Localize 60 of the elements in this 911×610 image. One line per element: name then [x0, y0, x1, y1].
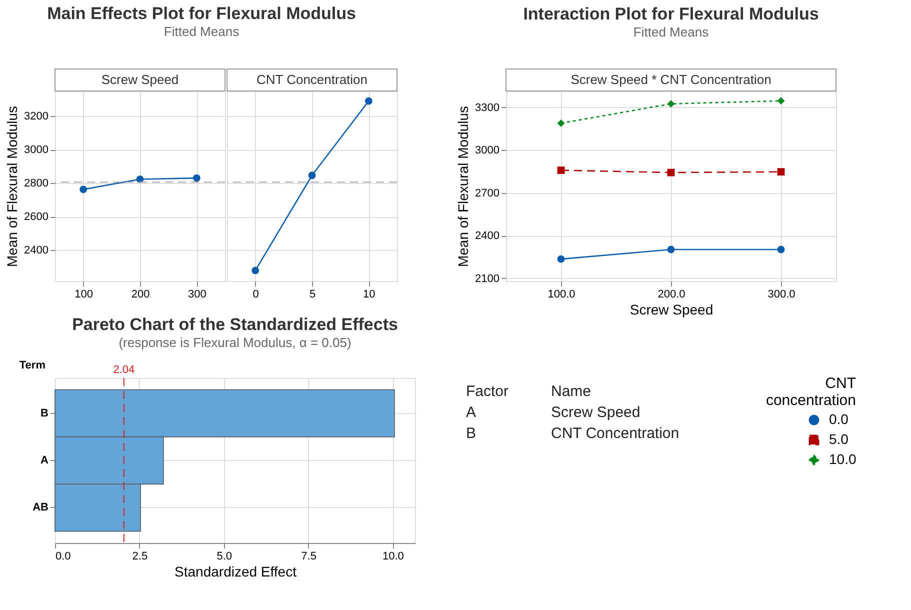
text: Screw Speed — [101, 72, 179, 87]
x-tick-label: 0 — [252, 288, 259, 300]
x-tick-label: 0.0 — [56, 550, 71, 562]
point — [667, 246, 675, 254]
x-tick-label: 5.0 — [216, 550, 232, 562]
text: Name — [551, 383, 592, 400]
text: Screw Speed * CNT Concentration — [570, 72, 772, 87]
x-axis-title: Standardized Effect — [174, 564, 297, 580]
y-tick-label: 2400 — [24, 244, 48, 257]
y-tick-label: B — [40, 407, 49, 420]
point — [192, 174, 200, 182]
y-tick-label: 3000 — [24, 144, 48, 156]
chart-subtitle: Fitted Means — [164, 24, 240, 39]
point — [557, 255, 565, 263]
legend-title: CNT concentration — [766, 375, 856, 409]
y-tick-label: 3200 — [24, 110, 48, 123]
x-tick-label: 200.0 — [658, 288, 686, 300]
chart-subtitle: Fitted Means — [633, 24, 710, 40]
y-tick-label: 2400 — [475, 230, 500, 242]
x-tick-label: 300.0 — [768, 288, 796, 300]
point — [136, 176, 144, 183]
y-tick-label: 3000 — [475, 144, 500, 157]
y-tick-label: 2800 — [24, 178, 48, 190]
x-tick-label: 200 — [131, 288, 150, 300]
x-tick-label: 7.5 — [301, 550, 316, 562]
chart-subtitle: (response is Flexural Modulus, α = 0.05) — [118, 335, 352, 350]
legend-label: 5.0 — [829, 431, 849, 447]
y-tick-label: AB — [32, 502, 49, 514]
y-axis-title: Mean of Flexural Modulus — [455, 106, 472, 268]
x-tick-label: 100.0 — [548, 288, 576, 300]
y-axis-title: Mean of Flexural Modulus — [4, 106, 20, 268]
y-tick-label: 2100 — [475, 272, 500, 285]
chart-title: Interaction Plot for Flexural Modulus — [523, 4, 819, 24]
chart-title: Main Effects Plot for Flexural Modulus — [47, 4, 356, 23]
text: CNT Concentration — [551, 425, 680, 442]
x-tick-label: 2.5 — [132, 550, 148, 562]
x-tick-label: 10 — [363, 288, 376, 300]
legend-label: 0.0 — [829, 411, 849, 427]
y-axis-title: Term — [19, 360, 46, 372]
point — [777, 246, 785, 254]
point — [557, 166, 565, 174]
chart-title: Pareto Chart of the Standardized Effects — [72, 315, 398, 334]
text: CNT Concentration — [256, 72, 368, 87]
x-tick-label: 5 — [309, 288, 316, 300]
x-axis-title: Screw Speed — [630, 302, 714, 318]
point — [777, 168, 785, 176]
x-tick-label: 10.0 — [382, 550, 404, 562]
text: Factor — [466, 383, 509, 400]
point — [80, 186, 88, 194]
x-tick-label: 300 — [188, 288, 206, 300]
point — [667, 100, 675, 108]
y-tick-label: 2600 — [24, 211, 48, 224]
ref-line-label: 2.04 — [113, 364, 135, 376]
point — [777, 97, 785, 105]
y-tick-label: 2700 — [475, 187, 500, 200]
y-tick-label: 3300 — [475, 102, 500, 114]
x-tick-label: 100 — [74, 288, 94, 300]
y-tick-label: A — [40, 454, 49, 466]
legend-label: 10.0 — [829, 451, 856, 467]
text: Screw Speed — [551, 404, 640, 421]
